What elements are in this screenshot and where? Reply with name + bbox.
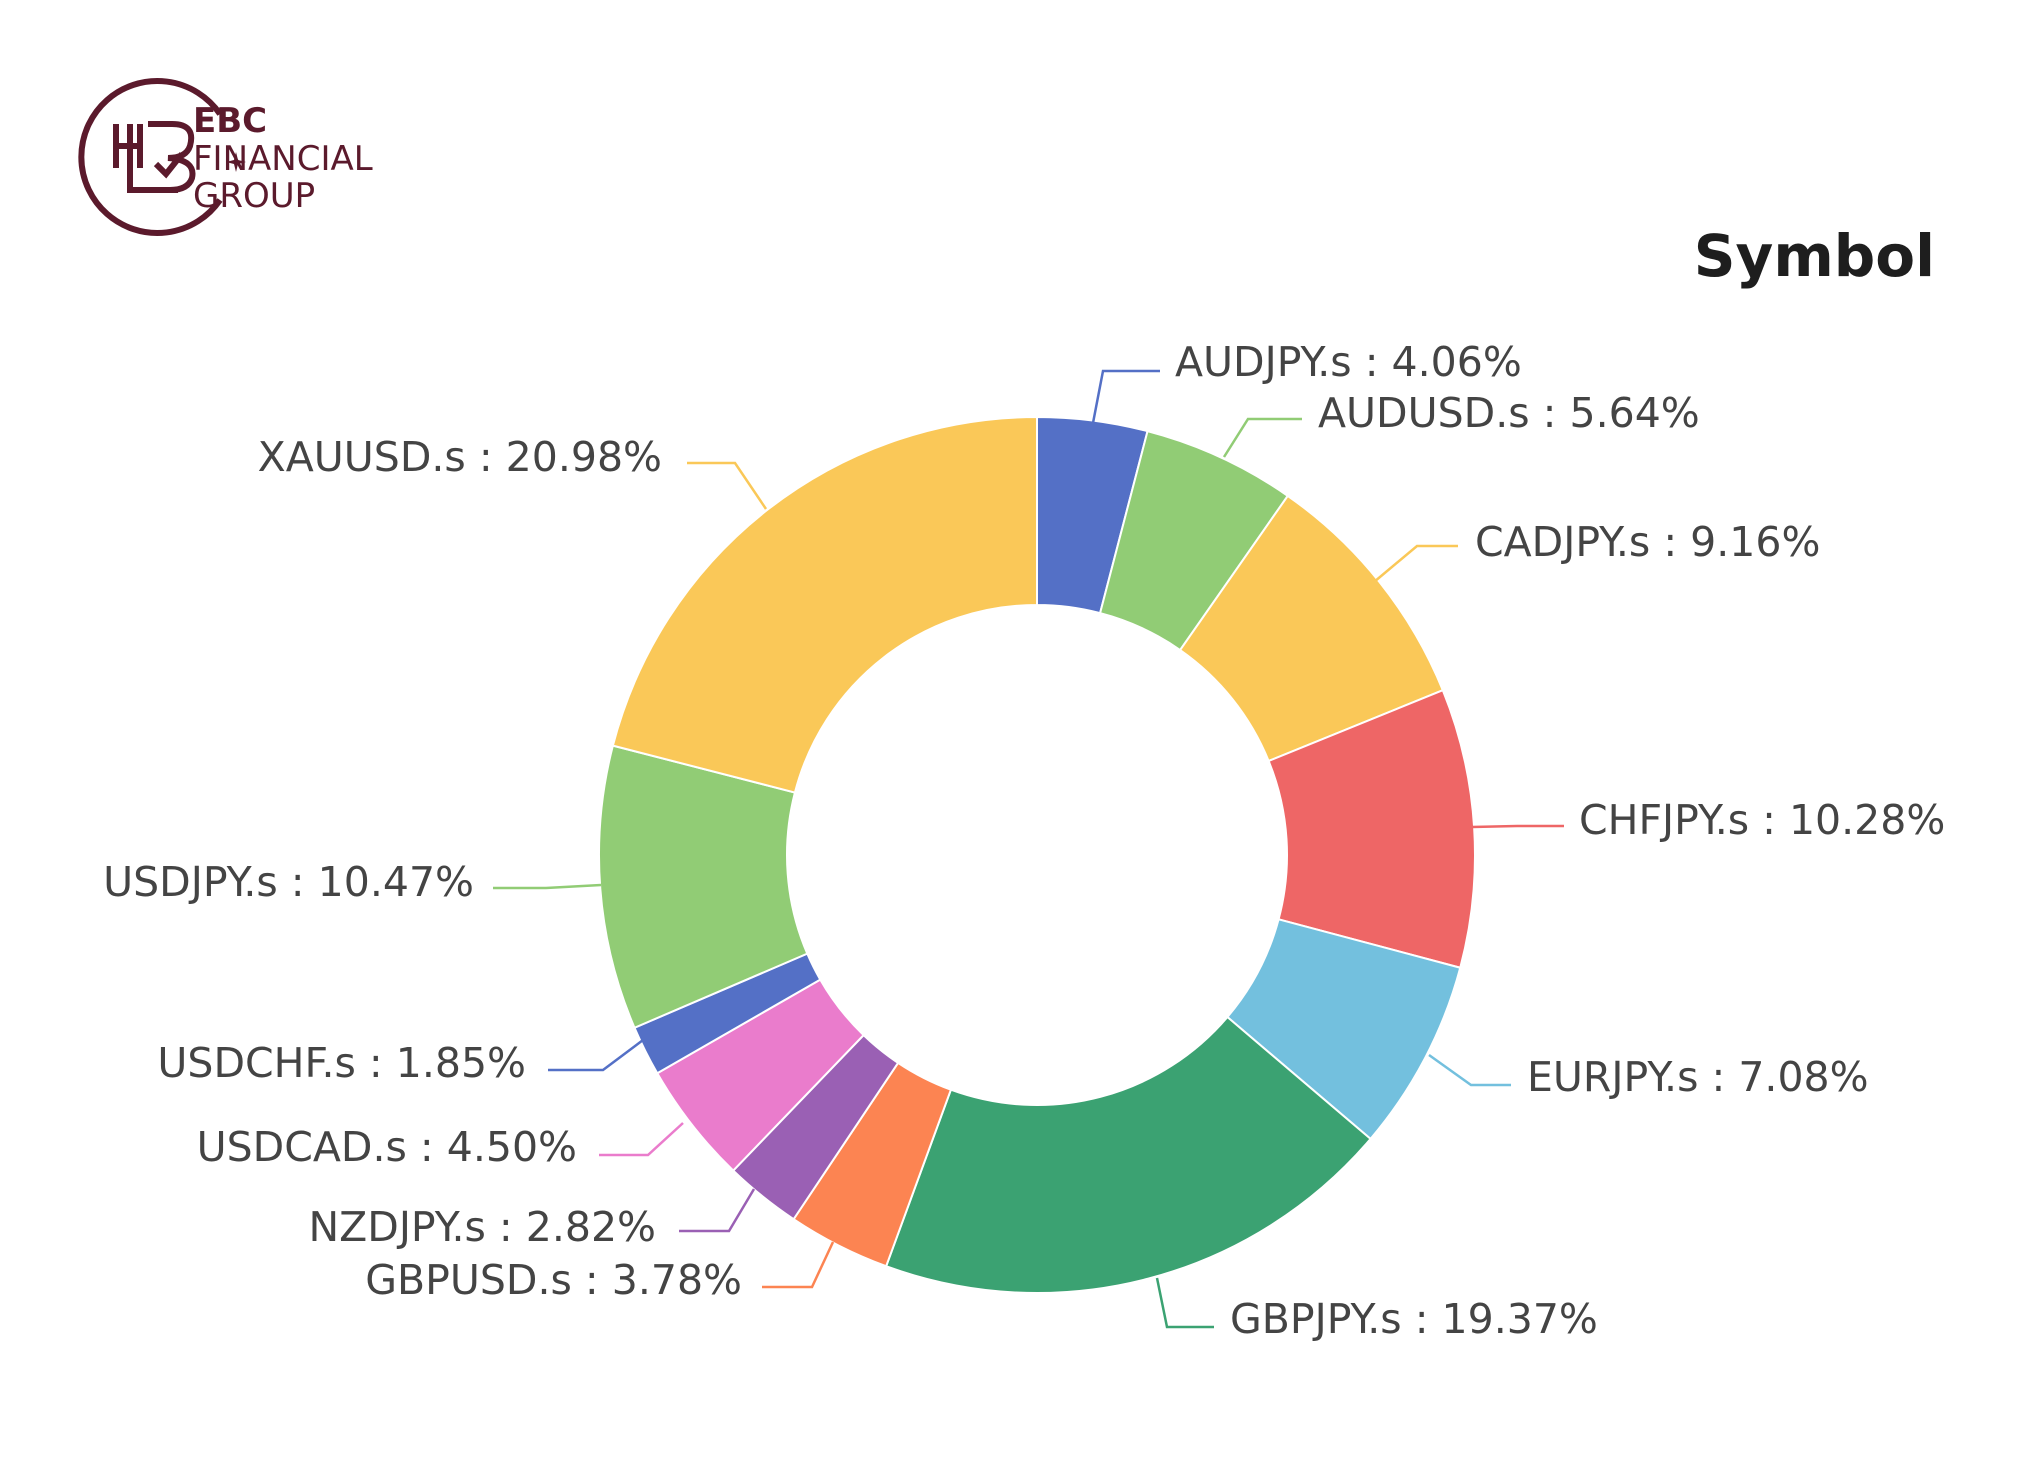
brand-name-line3: GROUP — [193, 176, 316, 216]
leader-line-cadjpy-s — [1373, 544, 1458, 583]
brand-name-line2: FINANCIAL — [193, 139, 373, 179]
slice-label-cadjpy-s: CADJPY.s : 9.16% — [1475, 518, 1820, 566]
slice-label-gbpusd-s: GBPUSD.s : 3.78% — [365, 1256, 742, 1304]
leader-line-usdjpy-s — [493, 883, 602, 890]
slice-label-audjpy-s: AUDJPY.s : 4.06% — [1175, 338, 1522, 386]
leader-line-nzdjpy-s — [679, 1188, 756, 1233]
slice-label-eurjpy-s: EURJPY.s : 7.08% — [1527, 1053, 1869, 1101]
leader-line-audjpy-s — [1091, 369, 1160, 424]
slice-label-usdchf-s: USDCHF.s : 1.85% — [157, 1039, 526, 1087]
slice-label-chfjpy-s: CHFJPY.s : 10.28% — [1579, 796, 1945, 844]
leader-line-usdchf-s — [548, 1039, 644, 1072]
slice-xauusd-s[interactable] — [611, 415, 1038, 794]
slice-label-usdcad-s: USDCAD.s : 4.50% — [197, 1123, 577, 1171]
slice-label-xauusd-s: XAUUSD.s : 20.98% — [258, 433, 662, 481]
chart-title: Symbol — [1693, 222, 1935, 290]
slice-label-gbpjpy-s: GBPJPY.s : 19.37% — [1230, 1295, 1598, 1343]
slice-label-usdjpy-s: USDJPY.s : 10.47% — [103, 858, 474, 906]
slice-gbpjpy-s[interactable] — [884, 1015, 1372, 1295]
ebc-logo — [78, 78, 246, 236]
leader-line-chfjpy-s — [1471, 824, 1564, 829]
leader-line-audusd-s — [1222, 417, 1302, 458]
slice-labels: AUDJPY.s : 4.06%AUDUSD.s : 5.64% CADJPY.s… — [103, 338, 1945, 1343]
leader-line-usdcad-s — [599, 1122, 684, 1157]
brand-name-line1: EBC — [193, 101, 268, 141]
donut-slices — [598, 415, 1476, 1295]
ebc-monogram-icon — [78, 78, 246, 236]
slice-label-audusd-s: AUDUSD.s : 5.64% — [1318, 389, 1700, 437]
leader-line-eurjpy-s — [1428, 1053, 1511, 1087]
label-leader-lines — [493, 369, 1564, 1329]
leader-line-xauusd-s — [687, 461, 768, 510]
slice-label-nzdjpy-s: NZDJPY.s : 2.82% — [309, 1203, 657, 1251]
leader-line-gbpjpy-s — [1155, 1277, 1214, 1329]
leader-line-gbpusd-s — [762, 1241, 835, 1289]
